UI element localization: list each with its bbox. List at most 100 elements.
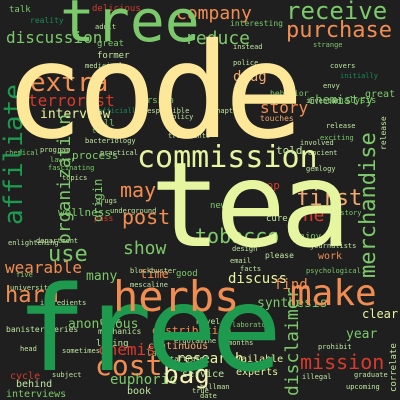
word-lawyer: lawyer <box>50 156 76 164</box>
word-subject: subject <box>52 371 82 379</box>
word-post: post <box>122 205 171 229</box>
word-tartrate: tartrate <box>170 355 204 363</box>
word-drug: drug <box>233 69 267 85</box>
word-touches: touches <box>260 114 294 123</box>
word-discussion: discussion <box>6 28 103 47</box>
word-distribution: distribution <box>152 324 232 337</box>
word-psychological: psychological <box>306 267 361 275</box>
word-book: book <box>127 386 152 397</box>
word-analysis: analysis <box>333 96 377 106</box>
word-process: process <box>72 149 119 162</box>
word-inventor: inventor <box>306 97 340 105</box>
word-told: told <box>276 144 303 157</box>
word-true: true <box>192 387 209 395</box>
word-wearable: wearable <box>5 258 83 277</box>
word-release: release <box>326 122 356 130</box>
word-chemist: chemist <box>98 340 166 359</box>
word-interviews: interviews <box>6 389 67 400</box>
word-chemical: chemical <box>5 149 39 157</box>
word-months: months <box>228 339 254 347</box>
word-penis: penis <box>100 317 122 325</box>
word-may: may <box>120 178 157 202</box>
word-time: time <box>140 267 169 281</box>
word-wellness: wellness <box>58 206 111 219</box>
word-involved: involved <box>300 139 334 147</box>
word-head: head <box>20 345 37 353</box>
word-laboratory: laboratory <box>232 321 275 329</box>
word-harm: harm <box>5 283 58 308</box>
word-find: find <box>274 277 308 293</box>
word-ergotamine: ergotamine <box>174 337 217 345</box>
word-program: program <box>40 146 70 154</box>
word-use: use <box>48 242 88 267</box>
word-journalists: journalists <box>310 242 357 250</box>
word-mission: mission <box>300 350 385 374</box>
word-company: company <box>176 3 252 24</box>
word-correlate: correlate <box>389 343 399 392</box>
word-date: date <box>200 392 217 400</box>
word-blockbuster: blockbuster <box>130 267 177 275</box>
word-university: university <box>10 284 53 292</box>
word-fascinating: fascinating <box>48 164 95 172</box>
word-interesting: interesting <box>230 19 283 28</box>
word-talk: talk <box>9 5 31 15</box>
word-officially: officially <box>98 107 141 115</box>
word-discuss: discuss <box>228 271 288 287</box>
word-merchandise: merchandise <box>356 132 381 278</box>
word-adult: adult <box>95 23 117 31</box>
word-good: good <box>176 269 198 279</box>
word-make: make <box>290 273 377 314</box>
word-novel: novel <box>196 317 221 326</box>
word-code: code <box>4 15 304 169</box>
word-top: top <box>260 179 280 192</box>
word-bacteriology: bacteriology <box>85 137 136 145</box>
word-euphoric: euphoric <box>110 372 178 388</box>
word-anonymous: anonymous <box>68 317 139 332</box>
word-sometimes: sometimes <box>62 347 100 355</box>
word-design: design <box>232 245 258 253</box>
word-enjoy: enjoy <box>294 232 322 242</box>
word-cost: cost <box>95 349 163 382</box>
word-full: full <box>93 119 115 129</box>
word-former: former <box>97 51 130 61</box>
word-origin: origin <box>91 178 105 222</box>
word-extra: extra <box>30 68 109 98</box>
word-interview: interview <box>40 107 111 122</box>
word-cure: cure <box>266 214 288 224</box>
word-history: history <box>332 209 362 217</box>
word-graduate: graduate <box>354 371 388 379</box>
word-experts: experts <box>236 367 279 378</box>
word-banister-series: banister series <box>6 325 79 334</box>
word-topics: topics <box>62 174 88 182</box>
word-delicious: delicious <box>92 4 141 14</box>
word-living: living <box>96 339 129 349</box>
word-enlightening: enlightening <box>8 239 59 247</box>
word-upcoming-side: release <box>379 116 388 150</box>
word-cycle: cycle <box>10 371 41 382</box>
word-tree: tree <box>60 0 200 55</box>
word-policy: policy <box>168 113 194 121</box>
word-year: year <box>346 327 378 342</box>
word-many: many <box>86 269 118 284</box>
word-prohibit: prohibit <box>318 343 352 351</box>
word-pass: pass <box>94 214 114 223</box>
word-new: new <box>210 201 227 211</box>
word-commission: commission <box>137 140 318 175</box>
word-medicinal: medicinal <box>85 62 123 70</box>
word-tells: tells <box>92 127 114 135</box>
word-purchase: purchase <box>286 18 392 43</box>
word-lab: lab <box>146 349 163 359</box>
word-five: five <box>16 271 33 279</box>
word-facts: facts <box>240 265 262 273</box>
word-instead: instead <box>233 43 263 51</box>
word-gemlogy: gemlogy <box>306 165 336 173</box>
word-show: show <box>123 238 167 259</box>
word-service: service <box>182 369 225 380</box>
word-strange: strange <box>313 41 343 49</box>
word-initially: initially <box>340 72 378 80</box>
word-mescaline: mescaline <box>130 281 168 289</box>
word-available: available <box>229 354 284 365</box>
word-behavior: behavior <box>270 89 309 98</box>
word-behind: behind <box>16 379 53 390</box>
